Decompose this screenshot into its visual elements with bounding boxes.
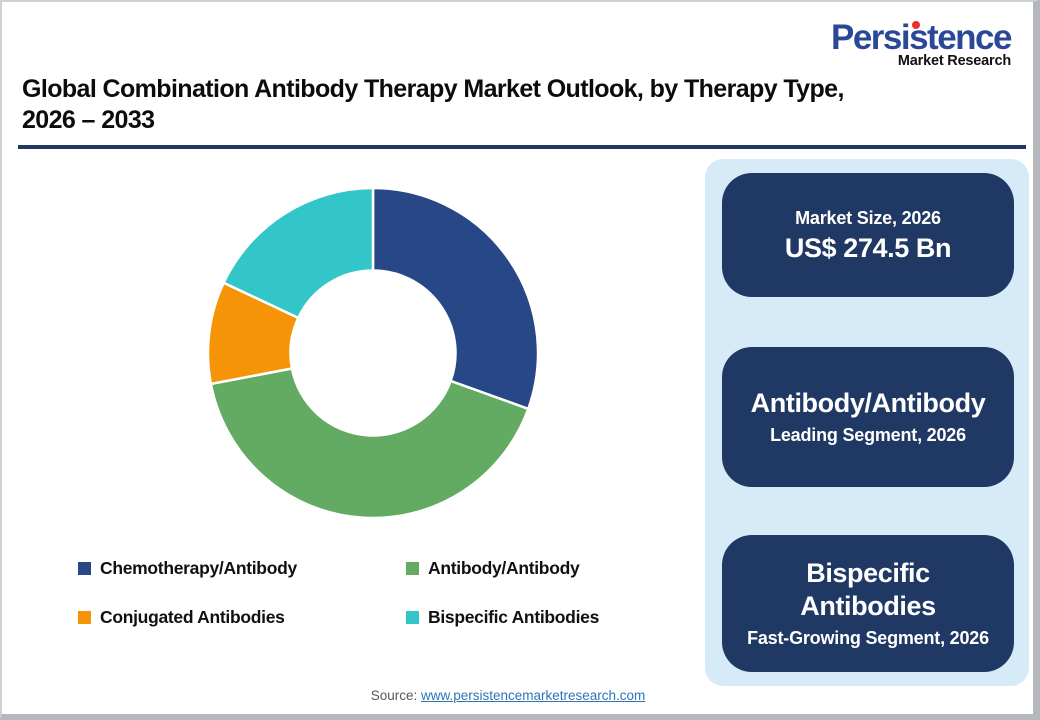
leading-segment-card-label: Leading Segment, 2026 [770,425,966,445]
persistence-market-research-logo: Persistence Market Research [830,18,1013,69]
page-title-line-1: Global Combination Antibody Therapy Mark… [22,75,844,103]
logo-brand-word: Persistence [830,18,1013,57]
market-size-card-label: Market Size, 2026 [795,207,941,228]
donut-segment-chemotherapy-antibody [371,186,540,411]
legend-item-chemotherapy-antibody: Chemotherapy/Antibody [78,558,297,579]
highlights-panel: Market Size, 2026 US$ 274.5 Bn Antibody/… [705,159,1029,686]
logo-red-dot-icon [911,21,920,29]
logo-subtitle: Market Research [897,53,1011,69]
page-title: Global Combination Antibody Therapy Mark… [22,74,1022,136]
legend-swatch-bispecific-antibodies [406,611,419,624]
legend-swatch-conjugated-antibodies [78,611,91,624]
legend-label: Conjugated Antibodies [100,607,285,627]
fast-growing-segment-card: Bispecific Antibodies Fast-Growing Segme… [722,535,1014,672]
page-title-line-2: 2026 – 2033 [22,106,155,134]
legend-label: Chemotherapy/Antibody [100,558,297,578]
legend-label: Antibody/Antibody [428,558,580,578]
source-line: Source: www.persistencemarketresearch.co… [2,688,1014,703]
donut-chart [206,186,540,520]
donut-segment-bispecific-antibodies [222,186,375,320]
legend-swatch-chemotherapy-antibody [78,562,91,575]
source-link[interactable]: www.persistencemarketresearch.com [420,688,646,703]
source-prefix: Source: [370,688,421,703]
leading-segment-card-value: Antibody/Antibody [750,388,986,418]
legend-item-bispecific-antibodies: Bispecific Antibodies [406,607,599,628]
title-underline-rule [18,145,1026,149]
legend-label: Bispecific Antibodies [428,607,599,627]
market-size-card-value: US$ 274.5 Bn [784,232,952,263]
legend-swatch-antibody-antibody [406,562,419,575]
leading-segment-card: Antibody/Antibody Leading Segment, 2026 [722,347,1014,487]
legend-item-conjugated-antibodies: Conjugated Antibodies [78,607,285,628]
legend-item-antibody-antibody: Antibody/Antibody [406,558,580,579]
market-size-card: Market Size, 2026 US$ 274.5 Bn [722,173,1014,297]
fast-growing-segment-card-value: Bispecific Antibodies [800,558,936,621]
fast-growing-segment-card-label: Fast-Growing Segment, 2026 [747,628,989,648]
logo-brand-text: Persistence [830,18,1013,57]
donut-segment-antibody-antibody [209,367,530,520]
